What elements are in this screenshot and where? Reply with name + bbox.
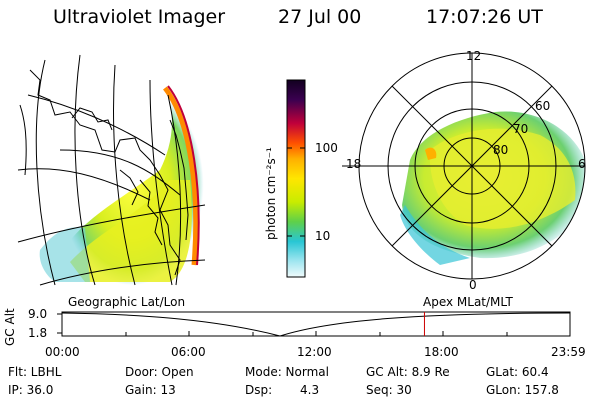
time-tick-0600: 06:00: [171, 345, 206, 359]
mlt-label-6: 6: [578, 157, 586, 171]
colorbar-tick-10: 10: [315, 229, 331, 243]
info-flt: Flt: LBHL: [8, 365, 62, 379]
info-dsp-value: 4.3: [300, 383, 320, 397]
time-tick-2359: 23:59: [551, 345, 586, 359]
mlt-label-12: 12: [466, 49, 482, 63]
mlt-label-18: 18: [346, 157, 362, 171]
geographic-image: [17, 54, 206, 286]
info-gcalt: GC Alt: 8.9 Re: [366, 365, 450, 379]
colorbar-tick-100: 100: [315, 141, 338, 155]
right-panel-label: Apex MLat/MLT: [423, 295, 513, 309]
info-glat: GLat: 60.4: [486, 365, 549, 379]
info-glon: GLon: 157.8: [486, 383, 559, 397]
mlat-label-60: 60: [535, 99, 551, 113]
info-dsp-label: Dsp:: [245, 383, 273, 397]
info-seq: Seq: 30: [366, 383, 412, 397]
colorbar-unit-label: photon cm⁻²s⁻¹: [264, 147, 278, 240]
info-door: Door: Open: [125, 365, 194, 379]
mlt-label-0: 0: [469, 278, 477, 292]
app-title: Ultraviolet Imager: [53, 6, 226, 28]
time-tick-0000: 00:00: [45, 345, 80, 359]
info-mode: Mode: Normal: [245, 365, 329, 379]
time-tick-1800: 18:00: [424, 345, 459, 359]
mlat-label-80: 80: [493, 143, 509, 157]
date-label: 27 Jul 00: [278, 6, 362, 28]
altitude-axis-label: GC Alt: [3, 308, 17, 346]
polar-image: [342, 52, 586, 280]
color-scale-bar: [286, 79, 306, 278]
time-label: 17:07:26 UT: [426, 6, 543, 28]
mlat-label-70: 70: [513, 122, 529, 136]
altitude-tick-low: 1.8: [28, 326, 48, 340]
info-ip: IP: 36.0: [8, 383, 54, 397]
altitude-tick-high: 9.0: [28, 307, 48, 321]
info-gain: Gain: 13: [125, 383, 176, 397]
altitude-plot: [57, 311, 571, 337]
time-tick-1200: 12:00: [297, 345, 332, 359]
left-panel-label: Geographic Lat/Lon: [68, 295, 186, 309]
